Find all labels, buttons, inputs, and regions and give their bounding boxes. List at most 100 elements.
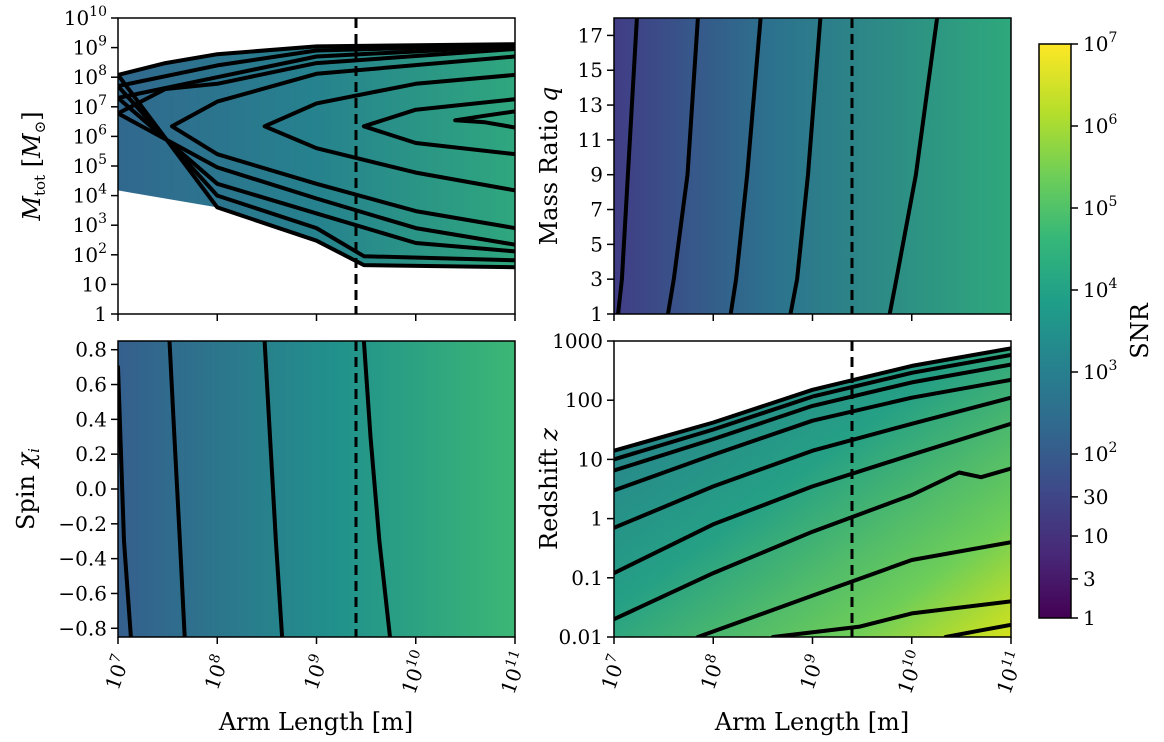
y-tick-label: 109	[73, 34, 107, 60]
xlabel-left: Arm Length [m]	[218, 708, 413, 736]
colorbar-gradient	[1038, 43, 1072, 619]
colorbar-tick-label: 3	[1083, 567, 1096, 591]
y-tick-label: 7	[590, 198, 603, 222]
y-tick-label: 100	[565, 388, 603, 412]
contour-line	[118, 42, 515, 270]
x-tick-label: 108	[198, 652, 234, 693]
y-tick-label: 0.01	[558, 625, 603, 649]
panel-mtot: 1 10 102 103 104 105 106 107 108 109 1010 Mtot [M⊙…	[18, 4, 516, 326]
ylabel-mass-ratio: Mass Ratio q	[535, 87, 563, 246]
y-tick-label: 15	[578, 58, 603, 82]
contour-line	[118, 47, 515, 247]
colorbar-label: SNR	[1126, 302, 1154, 358]
ylabel-spin: Spin χi	[12, 448, 43, 530]
y-tick-label: 9	[590, 163, 603, 187]
colorbar-tick-label: 1	[1083, 606, 1096, 630]
colorbar-tick-label: 104	[1083, 276, 1117, 302]
y-tick-label: 13	[578, 93, 603, 117]
colorbar-tick-label: 103	[1083, 358, 1117, 384]
x-tick-label: 1011	[990, 647, 1029, 697]
y-tick-label: −0.8	[58, 616, 107, 640]
y-tick-label: 11	[578, 128, 603, 152]
contour-line	[614, 346, 1011, 453]
contour-line	[614, 353, 1011, 462]
contour-line	[453, 109, 515, 130]
y-tick-label: 102	[73, 241, 107, 267]
y-tick-label: 0.8	[75, 338, 107, 362]
contour-line	[695, 540, 1011, 637]
y-tick-label: 0.4	[75, 407, 107, 431]
y-tick-label: 0.0	[75, 477, 107, 501]
y-tick-label: 108	[73, 63, 107, 89]
y-tick-label: 1	[590, 302, 603, 326]
ylabel-redshift: Redshift z	[535, 428, 563, 550]
y-tick-label: 1	[94, 302, 107, 326]
y-tick-label: 0.2	[75, 442, 107, 466]
contour-line	[262, 72, 515, 193]
contour-lines-spin	[118, 341, 392, 637]
contour-lines-mass-ratio	[616, 18, 940, 314]
heatmap-field-mass-ratio	[614, 18, 1011, 314]
y-tick-label: 0.1	[571, 566, 603, 590]
x-tick-label: 1010	[891, 647, 930, 697]
contour-line	[614, 466, 1011, 622]
colorbar-tick-label: 105	[1083, 194, 1117, 220]
x-tick-label: 1010	[395, 647, 434, 697]
y-tick-label: 3	[590, 267, 603, 291]
contour-lines-mtot	[118, 42, 515, 270]
y-tick-label: 10	[578, 447, 603, 471]
y-tick-label: 1000	[552, 329, 603, 353]
contour-line	[614, 395, 1011, 530]
y-tick-label: −0.6	[58, 581, 107, 605]
x-tick-label: 108	[694, 652, 730, 693]
contour-line	[118, 365, 133, 637]
y-tick-label: 105	[73, 152, 107, 178]
y-tick-label: 17	[578, 23, 603, 47]
colorbar-ticks: 1 3 10 30 102 103 104 105 106 107	[1071, 30, 1117, 630]
contour-line	[943, 622, 1011, 637]
contour-line	[788, 18, 823, 314]
colorbar-tick-label: 10	[1083, 524, 1108, 548]
colorbar-tick-label: 107	[1083, 30, 1117, 56]
contour-line	[666, 18, 700, 314]
contour-line	[614, 421, 1011, 576]
y-tick-label: 5	[590, 232, 603, 256]
contour-line	[167, 341, 187, 637]
x-tick-label: 1011	[494, 647, 533, 697]
panel-redshift: 107 108 109 1010 1011 0.01 0.1 1 10 100 1000 Redsh…	[535, 329, 1029, 736]
heatmap-field-spin	[118, 341, 515, 637]
y-tick-label: −0.2	[58, 512, 107, 536]
ylabel-mtot: Mtot [M⊙]	[18, 111, 49, 221]
x-tick-label: 109	[297, 652, 333, 693]
contour-line	[614, 377, 1011, 493]
colorbar-tick-label: 106	[1083, 112, 1117, 138]
y-tick-label: −0.4	[58, 547, 107, 571]
contour-line	[887, 18, 940, 314]
contour-line	[614, 362, 1011, 473]
contour-line	[361, 97, 515, 157]
x-tick-label: 107	[98, 652, 134, 693]
y-tick-label: 103	[73, 211, 107, 237]
heatmap-field-redshift	[614, 348, 1011, 637]
y-tick-label: 106	[73, 122, 107, 148]
contour-line	[361, 341, 392, 637]
y-tick-label: 1	[590, 507, 603, 531]
y-tick-label: 10	[82, 272, 107, 296]
contour-line	[728, 18, 763, 314]
colorbar-tick-label: 30	[1083, 485, 1108, 509]
contour-line	[262, 341, 285, 637]
contour-line	[170, 54, 515, 231]
x-tick-label: 109	[793, 652, 829, 693]
contour-line	[771, 599, 1011, 637]
y-tick-label: 0.6	[75, 373, 107, 397]
x-tick-label: 107	[594, 652, 630, 693]
contour-lines-redshift	[614, 346, 1011, 637]
contour-line	[616, 18, 639, 314]
ticks-mtot: 1 10 102 103 104 105 106 107 108 109 1010	[64, 4, 516, 326]
xlabel-right: Arm Length [m]	[714, 708, 909, 736]
colorbar-tick-label: 102	[1083, 440, 1117, 466]
panel-spin: 107 108 109 1010 1011 0.8 0.6 0.4 0.2 0.0 −0.2 −0.4…	[12, 338, 533, 736]
